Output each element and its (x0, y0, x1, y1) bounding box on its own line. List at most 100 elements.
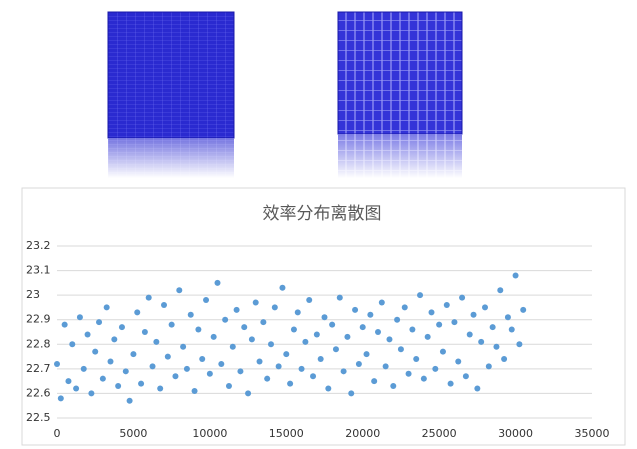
point (363, 351, 370, 358)
y-tick-label: 22.9 (26, 313, 51, 326)
point (340, 368, 347, 375)
point (92, 348, 99, 355)
point (153, 338, 160, 345)
point (329, 321, 336, 328)
point (432, 365, 439, 372)
point (306, 297, 313, 304)
point (382, 363, 389, 370)
point (367, 311, 374, 318)
point (325, 385, 332, 392)
point (176, 287, 183, 294)
point (493, 343, 500, 350)
point (485, 363, 492, 370)
point (65, 378, 72, 385)
point (290, 326, 297, 333)
point (130, 351, 137, 358)
point (199, 356, 206, 363)
point (512, 272, 519, 279)
point (268, 341, 274, 348)
chart-title: 效率分布离散图 (263, 204, 382, 224)
point (57, 395, 64, 402)
y-tick-label: 22.6 (26, 386, 51, 399)
y-tick-label: 23.2 (26, 239, 51, 252)
y-tick-label: 23 (26, 288, 40, 301)
point (378, 299, 385, 306)
point (260, 319, 267, 326)
point (409, 326, 416, 333)
point (375, 329, 381, 335)
y-tick-label: 22.8 (26, 337, 51, 350)
point (401, 304, 408, 311)
point (279, 284, 286, 291)
point (218, 360, 225, 367)
x-tick-label: 0 (54, 427, 61, 440)
point (359, 324, 366, 331)
point (237, 368, 244, 375)
point (394, 316, 401, 323)
point (195, 326, 202, 333)
point (386, 336, 393, 343)
point (180, 343, 187, 350)
point (504, 314, 511, 321)
point (203, 297, 210, 304)
point (283, 351, 290, 358)
point (336, 294, 343, 301)
point (172, 373, 179, 380)
point (214, 279, 221, 286)
point (313, 331, 320, 338)
point (466, 331, 473, 338)
point (222, 316, 229, 323)
x-tick-label: 20000 (345, 427, 380, 440)
point (134, 309, 141, 316)
point (508, 326, 515, 333)
point (111, 336, 118, 343)
point (141, 329, 148, 335)
point (355, 360, 362, 367)
x-tick-label: 25000 (422, 427, 457, 440)
point (61, 321, 68, 328)
point (161, 301, 167, 308)
point (298, 365, 305, 372)
point (99, 375, 106, 382)
point (352, 306, 359, 313)
point (447, 380, 454, 387)
point (157, 385, 164, 392)
point (248, 336, 255, 343)
point (478, 338, 485, 345)
point (474, 385, 481, 392)
point (371, 378, 378, 385)
x-tick-label: 30000 (498, 427, 533, 440)
point (294, 309, 301, 316)
point (344, 333, 351, 340)
point (164, 353, 171, 360)
point (520, 306, 527, 313)
point (264, 375, 271, 382)
point (462, 373, 469, 380)
point (420, 375, 427, 382)
panel-right (337, 11, 463, 178)
point (397, 346, 404, 353)
point (424, 333, 431, 340)
point (390, 383, 397, 390)
point (271, 304, 278, 311)
x-tick-label: 35000 (575, 427, 610, 440)
point (206, 370, 213, 377)
point (245, 390, 252, 397)
point (88, 390, 95, 397)
point (229, 343, 236, 350)
point (451, 319, 458, 326)
point (187, 311, 194, 318)
point (96, 319, 103, 326)
point (225, 383, 232, 390)
point (80, 365, 87, 372)
point (405, 370, 412, 377)
point (210, 333, 217, 340)
point (417, 292, 424, 299)
point (76, 314, 83, 321)
point (138, 380, 145, 387)
point (69, 341, 76, 348)
point (321, 314, 328, 321)
panel-left (107, 11, 235, 178)
